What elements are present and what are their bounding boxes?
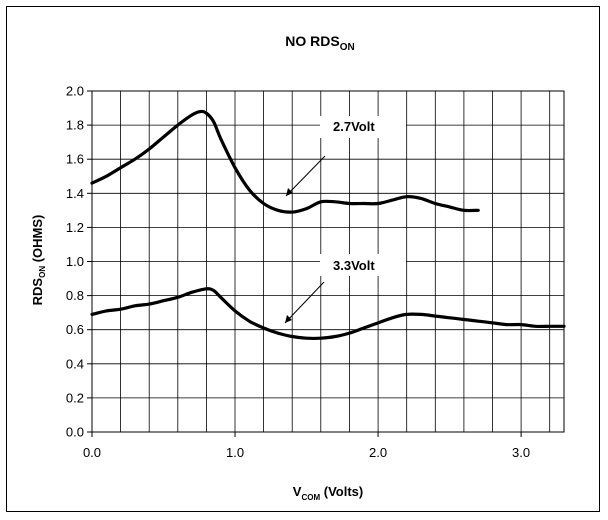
x-axis-label-sub: COM	[301, 493, 320, 502]
x-axis-label-rest: (Volts)	[320, 484, 363, 499]
chart-title-sub: ON	[340, 42, 355, 53]
y-tick-label: 0.2	[66, 390, 84, 405]
annotation-box-2-7	[320, 116, 406, 138]
annotation-3-3volt: 3.3Volt	[333, 258, 375, 273]
y-tick-label: 2.0	[66, 84, 84, 99]
x-axis-label-main: V	[293, 484, 302, 499]
series-line-1	[90, 287, 566, 341]
chart-title-main: NO RDS	[285, 33, 339, 49]
y-tick-label: 1.6	[66, 152, 84, 167]
series-line-0	[90, 109, 480, 214]
y-tick-label: 1.8	[66, 118, 84, 133]
x-tick-labels: 0.0 1.0 2.0 3.0	[83, 432, 530, 460]
y-axis-label-main: RDS	[30, 278, 45, 306]
chart-frame	[6, 6, 600, 512]
x-tick-label: 3.0	[512, 445, 530, 460]
annotation-box-3-3	[320, 254, 406, 276]
y-tick-label: 0.0	[66, 425, 84, 440]
chart-title: NO RDSON	[285, 33, 354, 53]
y-axis-label: RDSON (OHMS)	[30, 215, 47, 306]
x-axis-label: VCOM (Volts)	[293, 484, 363, 502]
y-tick-label: 1.4	[66, 186, 84, 201]
x-tick-label: 0.0	[83, 445, 101, 460]
y-tick-label: 1.0	[66, 254, 84, 269]
annotation-arrowhead-3-3	[285, 315, 292, 323]
x-tick-label: 2.0	[369, 445, 387, 460]
y-tick-label: 0.8	[66, 288, 84, 303]
annotation-arrowhead-2-7	[286, 188, 293, 196]
x-tick-label: 1.0	[226, 445, 244, 460]
series-lines	[90, 109, 566, 341]
y-tick-label: 0.6	[66, 322, 84, 337]
annotation-arrow-3-3	[284, 281, 325, 324]
y-tick-labels: 0.0 0.2 0.4 0.6 0.8 1.0 1.2 1.4 1.6 1.8 2.0	[66, 84, 92, 440]
y-tick-label: 0.4	[66, 356, 84, 371]
y-axis-label-sub: ON	[38, 266, 47, 278]
y-tick-label: 1.2	[66, 220, 84, 235]
annotation-2-7volt: 2.7Volt	[333, 119, 375, 134]
y-axis-label-rest: (OHMS)	[30, 215, 45, 266]
annotation-arrow-2-7	[285, 155, 326, 197]
